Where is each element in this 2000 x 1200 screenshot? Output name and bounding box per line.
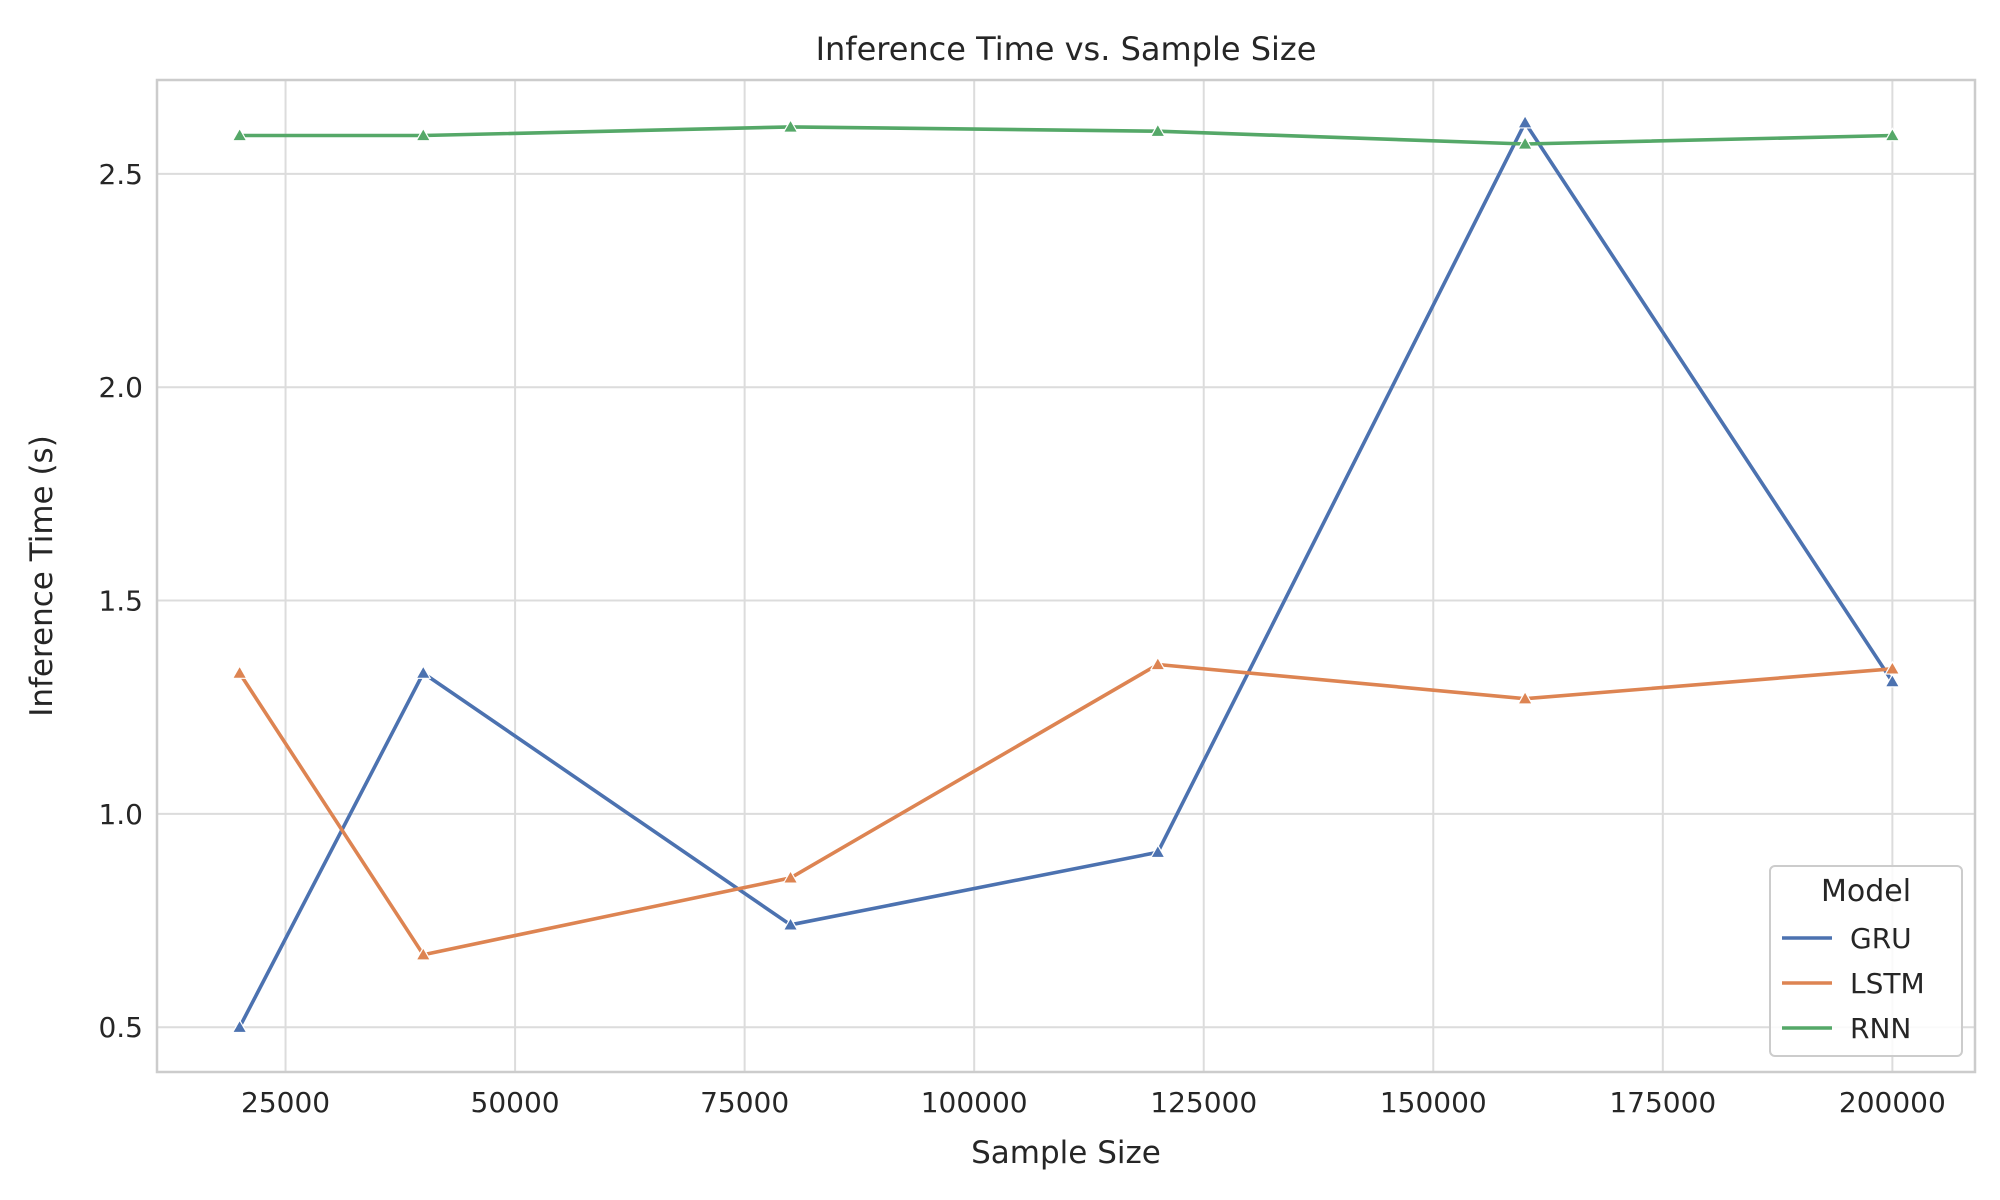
series-layer bbox=[231, 114, 1901, 1034]
y-tick-label: 2.5 bbox=[98, 158, 143, 191]
legend-label-rnn: RNN bbox=[1850, 1012, 1911, 1045]
x-tick-label: 175000 bbox=[1609, 1086, 1716, 1119]
x-gridlines bbox=[284, 80, 1894, 1072]
legend-items: GRU LSTM RNN bbox=[1782, 922, 1925, 1045]
data-point-lstm bbox=[1517, 690, 1534, 705]
data-point-rnn bbox=[782, 118, 799, 133]
chart-title: Inference Time vs. Sample Size bbox=[816, 30, 1317, 68]
data-point-gru bbox=[415, 664, 432, 679]
y-tick-label: 1.0 bbox=[98, 798, 143, 831]
y-tick-label: 0.5 bbox=[98, 1011, 143, 1044]
legend-title: Model bbox=[1821, 874, 1911, 909]
x-axis-title: Sample Size bbox=[971, 1135, 1161, 1171]
data-point-lstm bbox=[415, 946, 432, 961]
data-point-gru bbox=[1884, 673, 1901, 688]
data-point-gru bbox=[1517, 114, 1534, 129]
x-tick-label: 50000 bbox=[471, 1086, 560, 1119]
legend-label-lstm: LSTM bbox=[1850, 967, 1925, 1000]
y-tick-label: 2.0 bbox=[98, 371, 143, 404]
y-gridlines bbox=[157, 172, 1975, 1029]
legend-item-gru: GRU bbox=[1782, 922, 1912, 955]
data-point-rnn bbox=[415, 127, 432, 142]
series-line-rnn bbox=[237, 125, 1895, 146]
legend-label-gru: GRU bbox=[1850, 922, 1912, 955]
data-point-rnn bbox=[231, 127, 248, 142]
x-tick-labels: 25000 50000 75000 100000 125000 150000 175000 2… bbox=[241, 1086, 1946, 1119]
data-point-rnn bbox=[1517, 135, 1534, 150]
legend: Model GRU LSTM RNN bbox=[1769, 865, 1963, 1057]
y-axis-title: Inference Time (s) bbox=[24, 435, 60, 717]
x-tick-label: 100000 bbox=[921, 1086, 1028, 1119]
plot-area-frame bbox=[155, 78, 1977, 1074]
y-tick-label: 1.5 bbox=[98, 585, 143, 618]
data-point-rnn bbox=[1884, 127, 1901, 142]
x-tick-label: 25000 bbox=[241, 1086, 330, 1119]
data-point-lstm bbox=[1149, 656, 1166, 671]
x-tick-label: 150000 bbox=[1380, 1086, 1487, 1119]
data-point-rnn bbox=[1149, 122, 1166, 138]
data-point-lstm bbox=[782, 869, 799, 884]
series-rnn bbox=[231, 118, 1901, 150]
data-point-lstm bbox=[1884, 660, 1901, 675]
data-point-lstm bbox=[231, 664, 248, 679]
data-point-gru bbox=[1149, 844, 1166, 859]
y-tick-labels: 0.5 1.0 1.5 2.0 2.5 bbox=[98, 158, 143, 1044]
data-point-gru bbox=[782, 916, 799, 931]
x-tick-label: 75000 bbox=[700, 1086, 789, 1119]
series-lstm bbox=[231, 656, 1901, 961]
x-tick-label: 125000 bbox=[1150, 1086, 1257, 1119]
series-gru bbox=[231, 114, 1901, 1034]
legend-box bbox=[1769, 865, 1963, 1057]
series-line-gru bbox=[237, 120, 1895, 1029]
data-point-gru bbox=[231, 1018, 248, 1034]
series-line-lstm bbox=[237, 662, 1895, 957]
legend-item-lstm: LSTM bbox=[1782, 967, 1925, 1000]
legend-item-rnn: RNN bbox=[1782, 1012, 1911, 1045]
x-tick-label: 200000 bbox=[1839, 1086, 1946, 1119]
